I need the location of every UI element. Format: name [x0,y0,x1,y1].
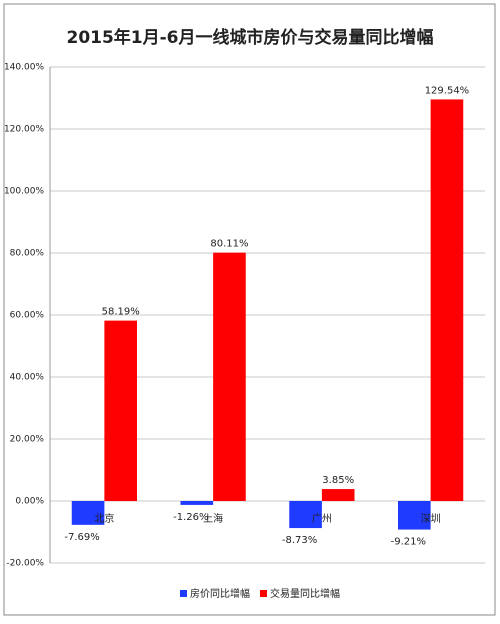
data-label: -9.21% [391,537,426,548]
chart-title: 2015年1月-6月一线城市房价与交易量同比增幅 [66,27,433,48]
y-tick-label: 80.00% [10,249,45,259]
bar [104,320,137,501]
bar [213,252,246,501]
y-tick-label: 40.00% [10,373,45,383]
y-tick-label: 100.00% [4,187,44,197]
x-tick-label: 广州 [312,513,332,525]
data-label: -7.69% [64,532,99,543]
data-label: 80.11% [210,239,248,250]
legend-swatch [180,590,187,597]
data-label: -8.73% [282,535,317,546]
data-label: -1.26% [173,512,208,523]
bar [430,99,464,502]
data-label: 58.19% [102,307,140,318]
bar [71,501,105,525]
data-label: 129.54% [425,85,470,96]
y-tick-label: -20.00% [6,559,44,569]
legend-label: 交易量同比增幅 [270,587,340,600]
data-label: 3.85% [322,475,354,486]
y-tick-label: 140.00% [4,63,44,73]
y-tick-label: 120.00% [4,125,44,135]
x-tick-label: 上海 [203,512,223,525]
legend-swatch [260,590,267,597]
bar [398,501,431,530]
x-tick-label: 北京 [94,512,114,525]
bar [289,501,322,529]
x-tick-label: 深圳 [421,513,441,525]
y-tick-label: 60.00% [10,311,45,321]
y-tick-label: 0.00% [15,497,44,507]
y-tick-label: 20.00% [10,435,45,445]
legend-label: 房价同比增幅 [190,587,250,600]
bar [180,501,214,505]
bar [321,489,355,501]
